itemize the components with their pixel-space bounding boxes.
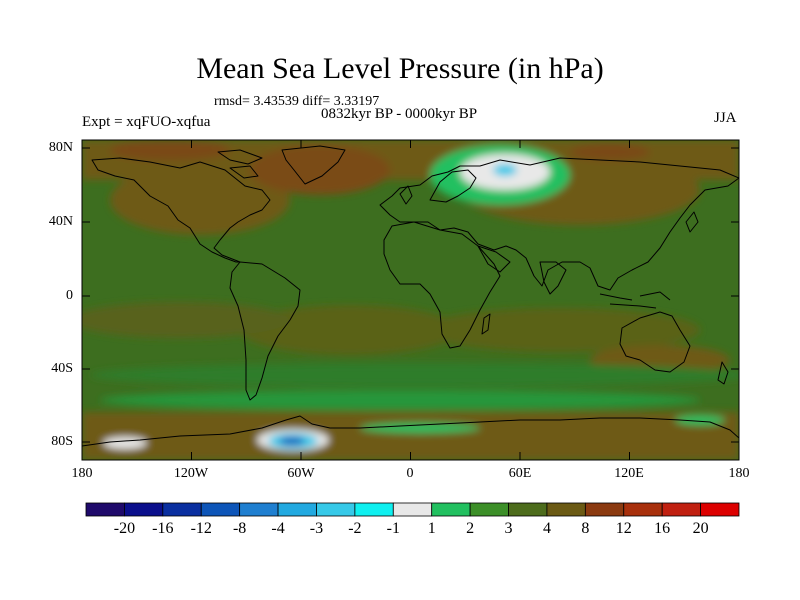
lon-label-120w: 120W	[173, 466, 209, 481]
colorbar-label: 4	[542, 520, 551, 537]
southern-ocean-green	[90, 363, 739, 387]
colorbar	[85, 502, 740, 517]
stats-line: rmsd= 3.43539 diff= 3.33197	[214, 94, 380, 109]
colorbar-box	[239, 502, 279, 517]
lon-label-0: 0	[406, 466, 414, 481]
weddell-low-core	[279, 437, 305, 445]
colorbar-label: -12	[190, 520, 212, 537]
pressure-field	[82, 140, 739, 460]
coast-eurasia	[379, 157, 739, 291]
colorbar-box	[584, 502, 625, 517]
colorbar-box	[623, 502, 663, 517]
colorbar-box	[162, 502, 202, 517]
lat-label-80n: 80N	[48, 140, 73, 155]
arctic-brown-1	[110, 140, 230, 160]
colorbar-label: 16	[654, 520, 671, 537]
colorbar-label: 2	[466, 520, 475, 537]
coastlines	[82, 145, 739, 447]
colorbar-box	[546, 502, 586, 517]
lat-label-80s: 80S	[51, 434, 73, 449]
coast-new-zealand	[717, 361, 729, 385]
colorbar-label: -8	[232, 520, 247, 537]
coast-indonesia	[599, 291, 671, 309]
lon-label-60e: 60E	[508, 466, 532, 481]
coast-madagascar	[481, 313, 491, 335]
south-atlantic-high	[240, 305, 460, 355]
colorbar-label: -2	[348, 520, 362, 537]
colorbar-box	[316, 502, 356, 517]
colorbar-box	[354, 502, 394, 517]
coast-japan	[685, 211, 699, 233]
atlantic-high	[250, 145, 390, 195]
lat-label-0: 0	[66, 288, 73, 303]
coast-australia	[619, 311, 691, 373]
coast-india	[539, 261, 567, 295]
season-label: JJA	[714, 110, 737, 126]
scandinavia-low-core	[493, 164, 517, 176]
lon-label-60w: 60W	[287, 466, 315, 481]
colorbar-box	[85, 502, 125, 517]
coast-arctic-islands	[217, 149, 263, 179]
colorbar-box	[469, 502, 509, 517]
colorbar-label: 12	[615, 520, 632, 537]
coast-greenland	[281, 145, 346, 185]
colorbar-box	[431, 502, 471, 517]
lat-ticks	[82, 147, 739, 443]
arctic-brown-2	[570, 144, 650, 160]
colorbar-label: -20	[113, 520, 136, 537]
coast-africa	[383, 221, 501, 349]
period-label: 0832kyr BP - 0000kyr BP	[321, 106, 478, 122]
colorbar-box	[700, 502, 740, 517]
colorbar-label: -3	[309, 520, 324, 537]
antarctic-low-coast	[360, 423, 480, 433]
colorbar-label: -1	[386, 520, 400, 537]
colorbar-label: 8	[581, 520, 590, 537]
coast-antarctica	[82, 415, 739, 447]
colorbar-box	[124, 502, 164, 517]
colorbar-box	[508, 502, 548, 517]
colorbar-label: -16	[152, 520, 174, 537]
lat-label-40s: 40S	[51, 361, 73, 376]
lon-label-180e: 180	[728, 466, 750, 481]
colorbar-label: -4	[271, 520, 285, 537]
south-pacific-high	[82, 302, 290, 338]
colorbar-label: 1	[427, 520, 436, 537]
lon-ticks	[81, 140, 740, 460]
indian-ocean-high	[420, 308, 700, 352]
experiment-label: Expt = xqFUO-xqfua	[82, 114, 211, 130]
antarctic-low-west	[103, 437, 147, 449]
coast-scandinavia	[429, 169, 477, 203]
colorbar-box	[661, 502, 701, 517]
coast-arabia	[477, 245, 511, 273]
map-title: Mean Sea Level Pressure (in hPa)	[196, 52, 604, 85]
colorbar-box	[200, 502, 241, 517]
colorbar-box	[277, 502, 317, 517]
lon-label-180w: 180	[71, 466, 93, 481]
coast-british-isles	[399, 185, 413, 205]
lat-label-40n: 40N	[48, 214, 73, 229]
colorbar-label: 20	[692, 520, 709, 537]
southern-ocean-green-2	[100, 390, 700, 410]
coast-south-america	[229, 261, 301, 401]
colorbar-label: 3	[504, 520, 513, 537]
coast-north-america	[91, 157, 271, 263]
colorbar-box	[392, 502, 433, 517]
lon-label-120e: 120E	[614, 466, 644, 481]
